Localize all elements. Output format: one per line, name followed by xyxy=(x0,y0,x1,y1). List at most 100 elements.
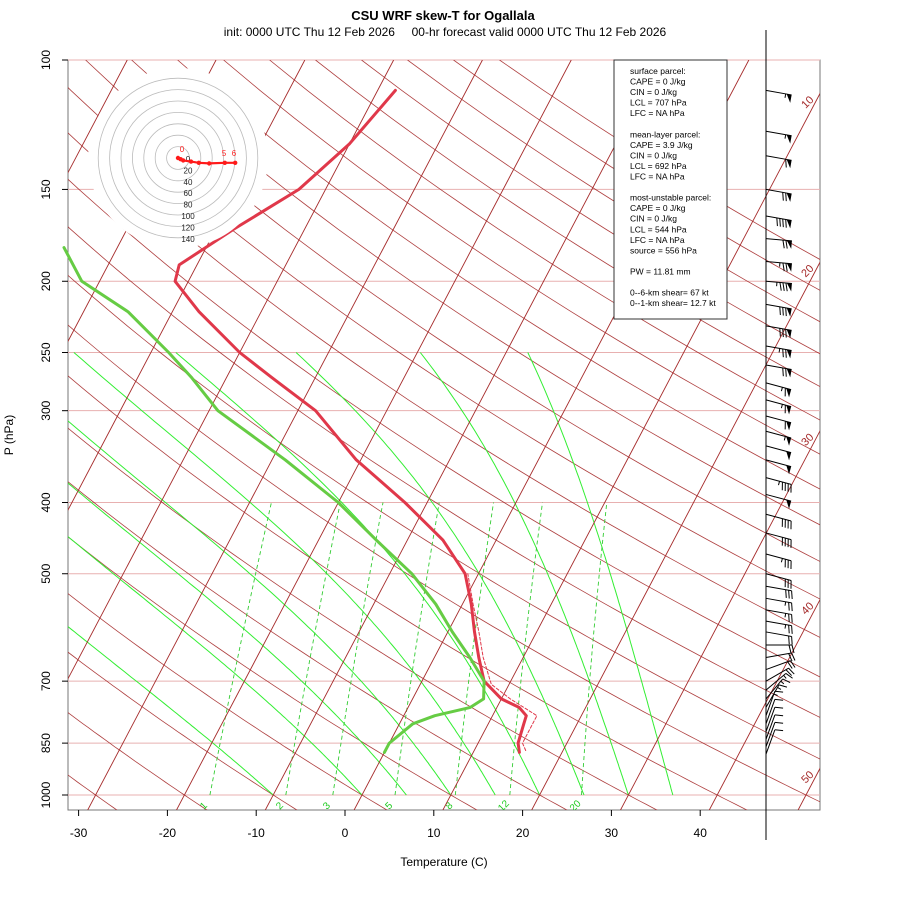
wind-barb-flag xyxy=(786,134,792,144)
wind-barb xyxy=(765,597,793,612)
wind-barb-staff xyxy=(765,667,789,682)
stats-line: mean-layer parcel: xyxy=(630,129,700,139)
wind-barb xyxy=(765,652,796,662)
dry-adiabat-line xyxy=(68,375,748,810)
wind-barb-flag xyxy=(786,436,792,446)
wind-barb-feather xyxy=(779,328,781,337)
y-tick-label: 1000 xyxy=(39,781,53,808)
wind-barb xyxy=(765,729,784,755)
wind-barb-staff xyxy=(765,415,792,424)
wind-barb-half-feather xyxy=(780,558,783,563)
wind-barb-feather xyxy=(785,589,787,598)
wind-barb-half-feather xyxy=(784,134,787,139)
wind-barb xyxy=(765,673,793,691)
wind-barb-staff xyxy=(765,573,792,581)
wind-barb-feather xyxy=(788,635,790,645)
hodograph-segment-label: 6 xyxy=(232,149,237,158)
wind-barb-staff xyxy=(765,652,792,658)
wind-barb-feather xyxy=(785,307,787,317)
isotherm-line xyxy=(68,60,395,680)
y-tick-label: 100 xyxy=(39,50,53,70)
chart-subtitle: init: 0000 UTC Thu 12 Feb 2026 00-hr for… xyxy=(224,25,667,39)
hodograph-ring-label: 60 xyxy=(184,189,193,198)
stats-line: LCL = 544 hPa xyxy=(630,224,687,234)
mixing-ratio-label: 8 xyxy=(444,800,456,812)
isotherm-line xyxy=(708,598,820,810)
wind-barb-flag xyxy=(786,307,792,317)
moist-adiabat-line xyxy=(68,420,452,796)
isotherm-line xyxy=(442,92,820,810)
wind-barb xyxy=(765,155,792,169)
isotherm-line-group xyxy=(68,60,820,810)
dry-adiabat-line xyxy=(269,60,820,421)
isotherm-line xyxy=(264,60,661,810)
dry-adiabat-line xyxy=(85,60,820,562)
wind-barb-feather xyxy=(788,667,795,675)
stats-line: PW = 11.81 mm xyxy=(630,266,691,276)
wind-barb-feather xyxy=(785,282,788,292)
isotherm-label: 10 xyxy=(799,94,816,111)
wind-barb-staff xyxy=(765,620,792,627)
wind-barb xyxy=(765,364,792,378)
mixing-ratio-line xyxy=(209,502,272,796)
wind-barb-flag xyxy=(786,159,792,169)
moist-adiabat-line xyxy=(73,352,496,796)
stats-line: CAPE = 3.9 J/kg xyxy=(630,140,693,150)
wind-barb-flag xyxy=(786,368,792,378)
wind-barb-feather xyxy=(774,721,784,724)
wind-barb-flag xyxy=(786,388,792,398)
wind-barb-flag xyxy=(786,405,792,415)
hodograph-ring xyxy=(109,89,247,227)
mixing-ratio-label: 1 xyxy=(198,800,210,812)
wind-barb-feather xyxy=(791,652,796,661)
mixing-ratio-line xyxy=(454,502,494,796)
wind-barb-feather xyxy=(785,329,787,338)
wind-barb-staff xyxy=(765,399,792,408)
wind-barb xyxy=(765,215,792,229)
hodograph-segment-label: 5 xyxy=(222,149,227,158)
moist-adiabat-line xyxy=(419,352,629,796)
wind-barb-staff xyxy=(765,707,776,732)
wind-barb-feather xyxy=(791,636,793,645)
wind-barb-flag xyxy=(786,263,792,272)
wind-barb xyxy=(765,678,791,700)
x-axis-ticks: -30 -20 -10 0 10 20 30 40 xyxy=(70,810,707,840)
wind-barb-feather xyxy=(788,613,790,623)
wind-barb xyxy=(765,684,788,708)
hodograph-segment-label: 0 xyxy=(180,145,185,154)
wind-barb-feather xyxy=(782,240,785,249)
isotherm-line xyxy=(175,60,572,810)
wind-barb-feather xyxy=(782,367,784,377)
x-tick-label: -10 xyxy=(248,826,266,840)
moist-adiabat-lines xyxy=(68,352,674,796)
wind-barb-feather xyxy=(778,684,788,688)
wind-barb-staff xyxy=(765,459,792,468)
hodograph-ring xyxy=(97,77,259,239)
wind-barb-staff xyxy=(765,261,792,265)
wind-barb xyxy=(765,513,792,530)
dry-adiabat-line xyxy=(223,60,820,455)
wind-barb-half-feather xyxy=(784,624,787,629)
wind-barb-staff xyxy=(765,609,792,615)
isotherm-line xyxy=(797,767,820,810)
stats-line: most-unstable parcel: xyxy=(630,193,711,203)
stats-line: LFC = NA hPa xyxy=(630,172,685,182)
wind-barb-flag xyxy=(786,94,792,103)
wind-barb-half-feather xyxy=(784,93,787,98)
stats-line: CIN = 0 J/kg xyxy=(630,150,677,160)
wind-barb-flag xyxy=(786,240,792,249)
isotherm-label: 20 xyxy=(799,263,816,280)
wind-barb xyxy=(765,399,792,415)
wind-barb-staff xyxy=(765,553,792,562)
wind-barb xyxy=(765,238,792,249)
stats-line: LFC = NA hPa xyxy=(630,235,685,245)
dry-adiabat-line xyxy=(68,178,820,678)
y-tick-label: 200 xyxy=(39,271,53,291)
wind-barb-feather xyxy=(774,729,784,732)
mixing-ratio-label: 20 xyxy=(568,798,584,814)
wind-barb-feather xyxy=(791,614,793,623)
stats-line: CAPE = 0 J/kg xyxy=(630,77,686,87)
wind-barb-staff xyxy=(765,631,792,637)
hodograph-ring-label: 80 xyxy=(184,201,193,210)
